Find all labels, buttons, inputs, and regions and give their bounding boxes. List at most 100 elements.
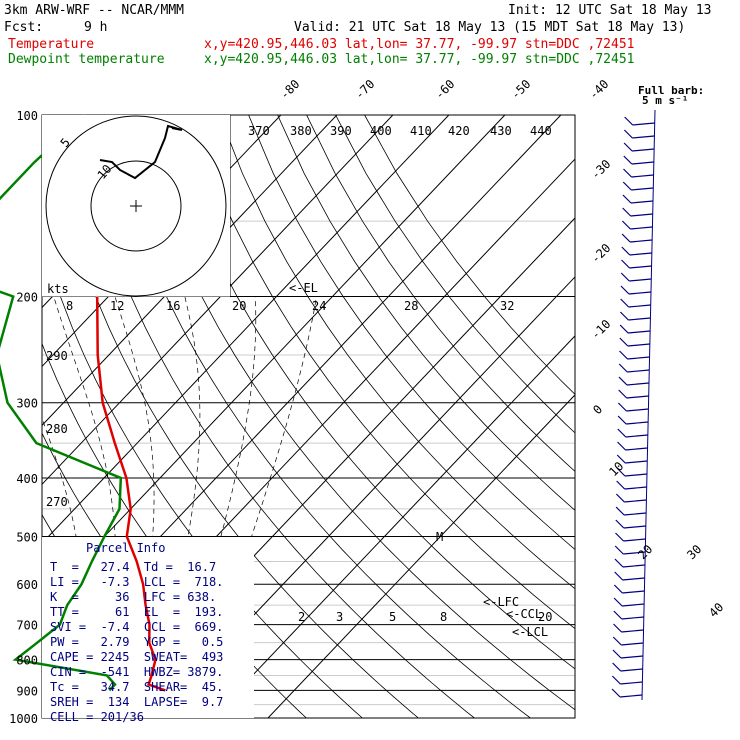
wind-barb [621, 642, 644, 646]
wind-barb [615, 519, 625, 529]
wind-barb [627, 343, 650, 347]
isotherm-label: 0 [590, 402, 605, 417]
model-title: 3km ARW-WRF -- NCAR/MMM [4, 3, 184, 18]
lower-theta-label: 290 [46, 349, 68, 363]
wind-barb [612, 649, 622, 659]
hodo-trace [99, 124, 183, 180]
dry-adiabat [74, 115, 475, 718]
wind-barb [620, 668, 643, 672]
wind-barb [620, 298, 630, 308]
parcel-info-line: CIN = -541 HWBZ= 3879. [50, 665, 223, 679]
wind-barb [631, 161, 654, 165]
wind-barb [620, 285, 630, 295]
wind-barb [629, 265, 652, 269]
mixing-ratio-label: 2 [298, 610, 305, 624]
wind-barb [613, 584, 623, 594]
forecast-hour: 9 h [84, 20, 107, 35]
wind-barb [625, 447, 648, 451]
wind-barb [629, 252, 652, 256]
wind-barb [619, 350, 628, 360]
isotherm-label: 30 [684, 542, 704, 562]
isotherm [211, 115, 575, 718]
wind-barb [615, 506, 625, 516]
hodo-speed-label: 24 [312, 299, 326, 313]
wind-barb [622, 590, 645, 594]
wind-barb [614, 545, 624, 555]
wind-barb [615, 493, 625, 503]
isotherm-label: -20 [588, 241, 613, 266]
wind-barb [626, 382, 650, 386]
init-time: Init: 12 UTC Sat 18 May 13 [508, 3, 712, 18]
wind-barb [612, 662, 622, 672]
parcel-info-line: PW = 2.79 YGP = 0.5 [50, 635, 223, 649]
wind-barb [619, 337, 629, 347]
wind-barb [613, 597, 623, 607]
dry-adiabat [248, 115, 575, 718]
wind-barb [624, 486, 647, 490]
parcel-info-line: SVI = -7.4 CCL = 669. [50, 620, 223, 634]
parcel-info-line: Tc = 34.7 SHEAR= 45. [50, 680, 223, 694]
diagram-grid [0, 114, 576, 719]
isotherm-label: -70 [352, 77, 377, 102]
wind-barb [616, 480, 626, 490]
wind-barb [630, 226, 653, 230]
wind-barb [630, 200, 654, 204]
wind-barb [624, 512, 647, 516]
parcel-info-line: CAPE = 2245 SWEAT= 493 [50, 650, 223, 664]
pressure-label-100: 100 [16, 109, 38, 123]
isotherm-label: -50 [508, 77, 533, 102]
wind-barb [622, 181, 632, 191]
isotherm [0, 115, 1, 718]
hodograph: 510 [42, 115, 230, 297]
hodo-speed-label: 8 [66, 299, 73, 313]
wind-barb [626, 395, 649, 399]
wind-barb [613, 610, 623, 620]
theta-label: 400 [370, 124, 392, 138]
wind-barb [624, 473, 648, 477]
pressure-label-800: 800 [16, 654, 38, 668]
wind-barb [632, 148, 655, 152]
theta-label: 410 [410, 124, 432, 138]
pressure-label-600: 600 [16, 578, 38, 592]
wind-barb [629, 278, 652, 282]
wind-barb [614, 571, 624, 581]
isotherm-label: -80 [277, 77, 302, 102]
wind-barb [618, 376, 628, 386]
wind-barb [625, 434, 648, 438]
isotherm-label: -40 [586, 77, 611, 102]
wind-barb [616, 467, 626, 477]
isotherm [42, 115, 506, 718]
wind-barb [628, 330, 651, 334]
wind-barb [627, 356, 650, 360]
lower-theta-label: 270 [46, 495, 68, 509]
wind-barb [620, 655, 643, 659]
wind-barb [622, 603, 645, 607]
parcel-info-line: LI = -7.3 LCL = 718. [50, 575, 223, 589]
wind-barb [612, 636, 622, 646]
el-marker: <-EL [289, 281, 318, 295]
wind-barb [616, 454, 626, 464]
wind-barb [625, 460, 648, 464]
wind-barb [621, 616, 644, 620]
theta-label: 420 [448, 124, 470, 138]
wind-barb [621, 233, 631, 243]
wind-barb [613, 623, 622, 633]
wind-barb [623, 525, 646, 529]
wind-barb [630, 213, 653, 217]
isotherm-label: 40 [706, 600, 726, 620]
dry-adiabat [45, 115, 419, 718]
dewpoint-location: x,y=420.95,446.03 lat,lon= 37.77, -99.97… [204, 52, 634, 67]
wind-barb [627, 369, 650, 373]
pressure-label-900: 900 [16, 684, 38, 698]
wind-barb [632, 135, 655, 139]
lcl-marker: <-LCL [512, 625, 548, 639]
parcel-info-line: T = 27.4 Td = 16.7 [50, 560, 216, 574]
wind-barb [623, 129, 633, 139]
wind-barb [617, 415, 627, 425]
wind-barb [620, 694, 643, 698]
wind-barb [623, 142, 633, 152]
wind-legend-unit: 5 m s⁻¹ [642, 94, 688, 107]
wind-barb [623, 551, 646, 555]
hodo-ring [45, 115, 227, 297]
temperature-legend: Temperature [8, 37, 94, 52]
